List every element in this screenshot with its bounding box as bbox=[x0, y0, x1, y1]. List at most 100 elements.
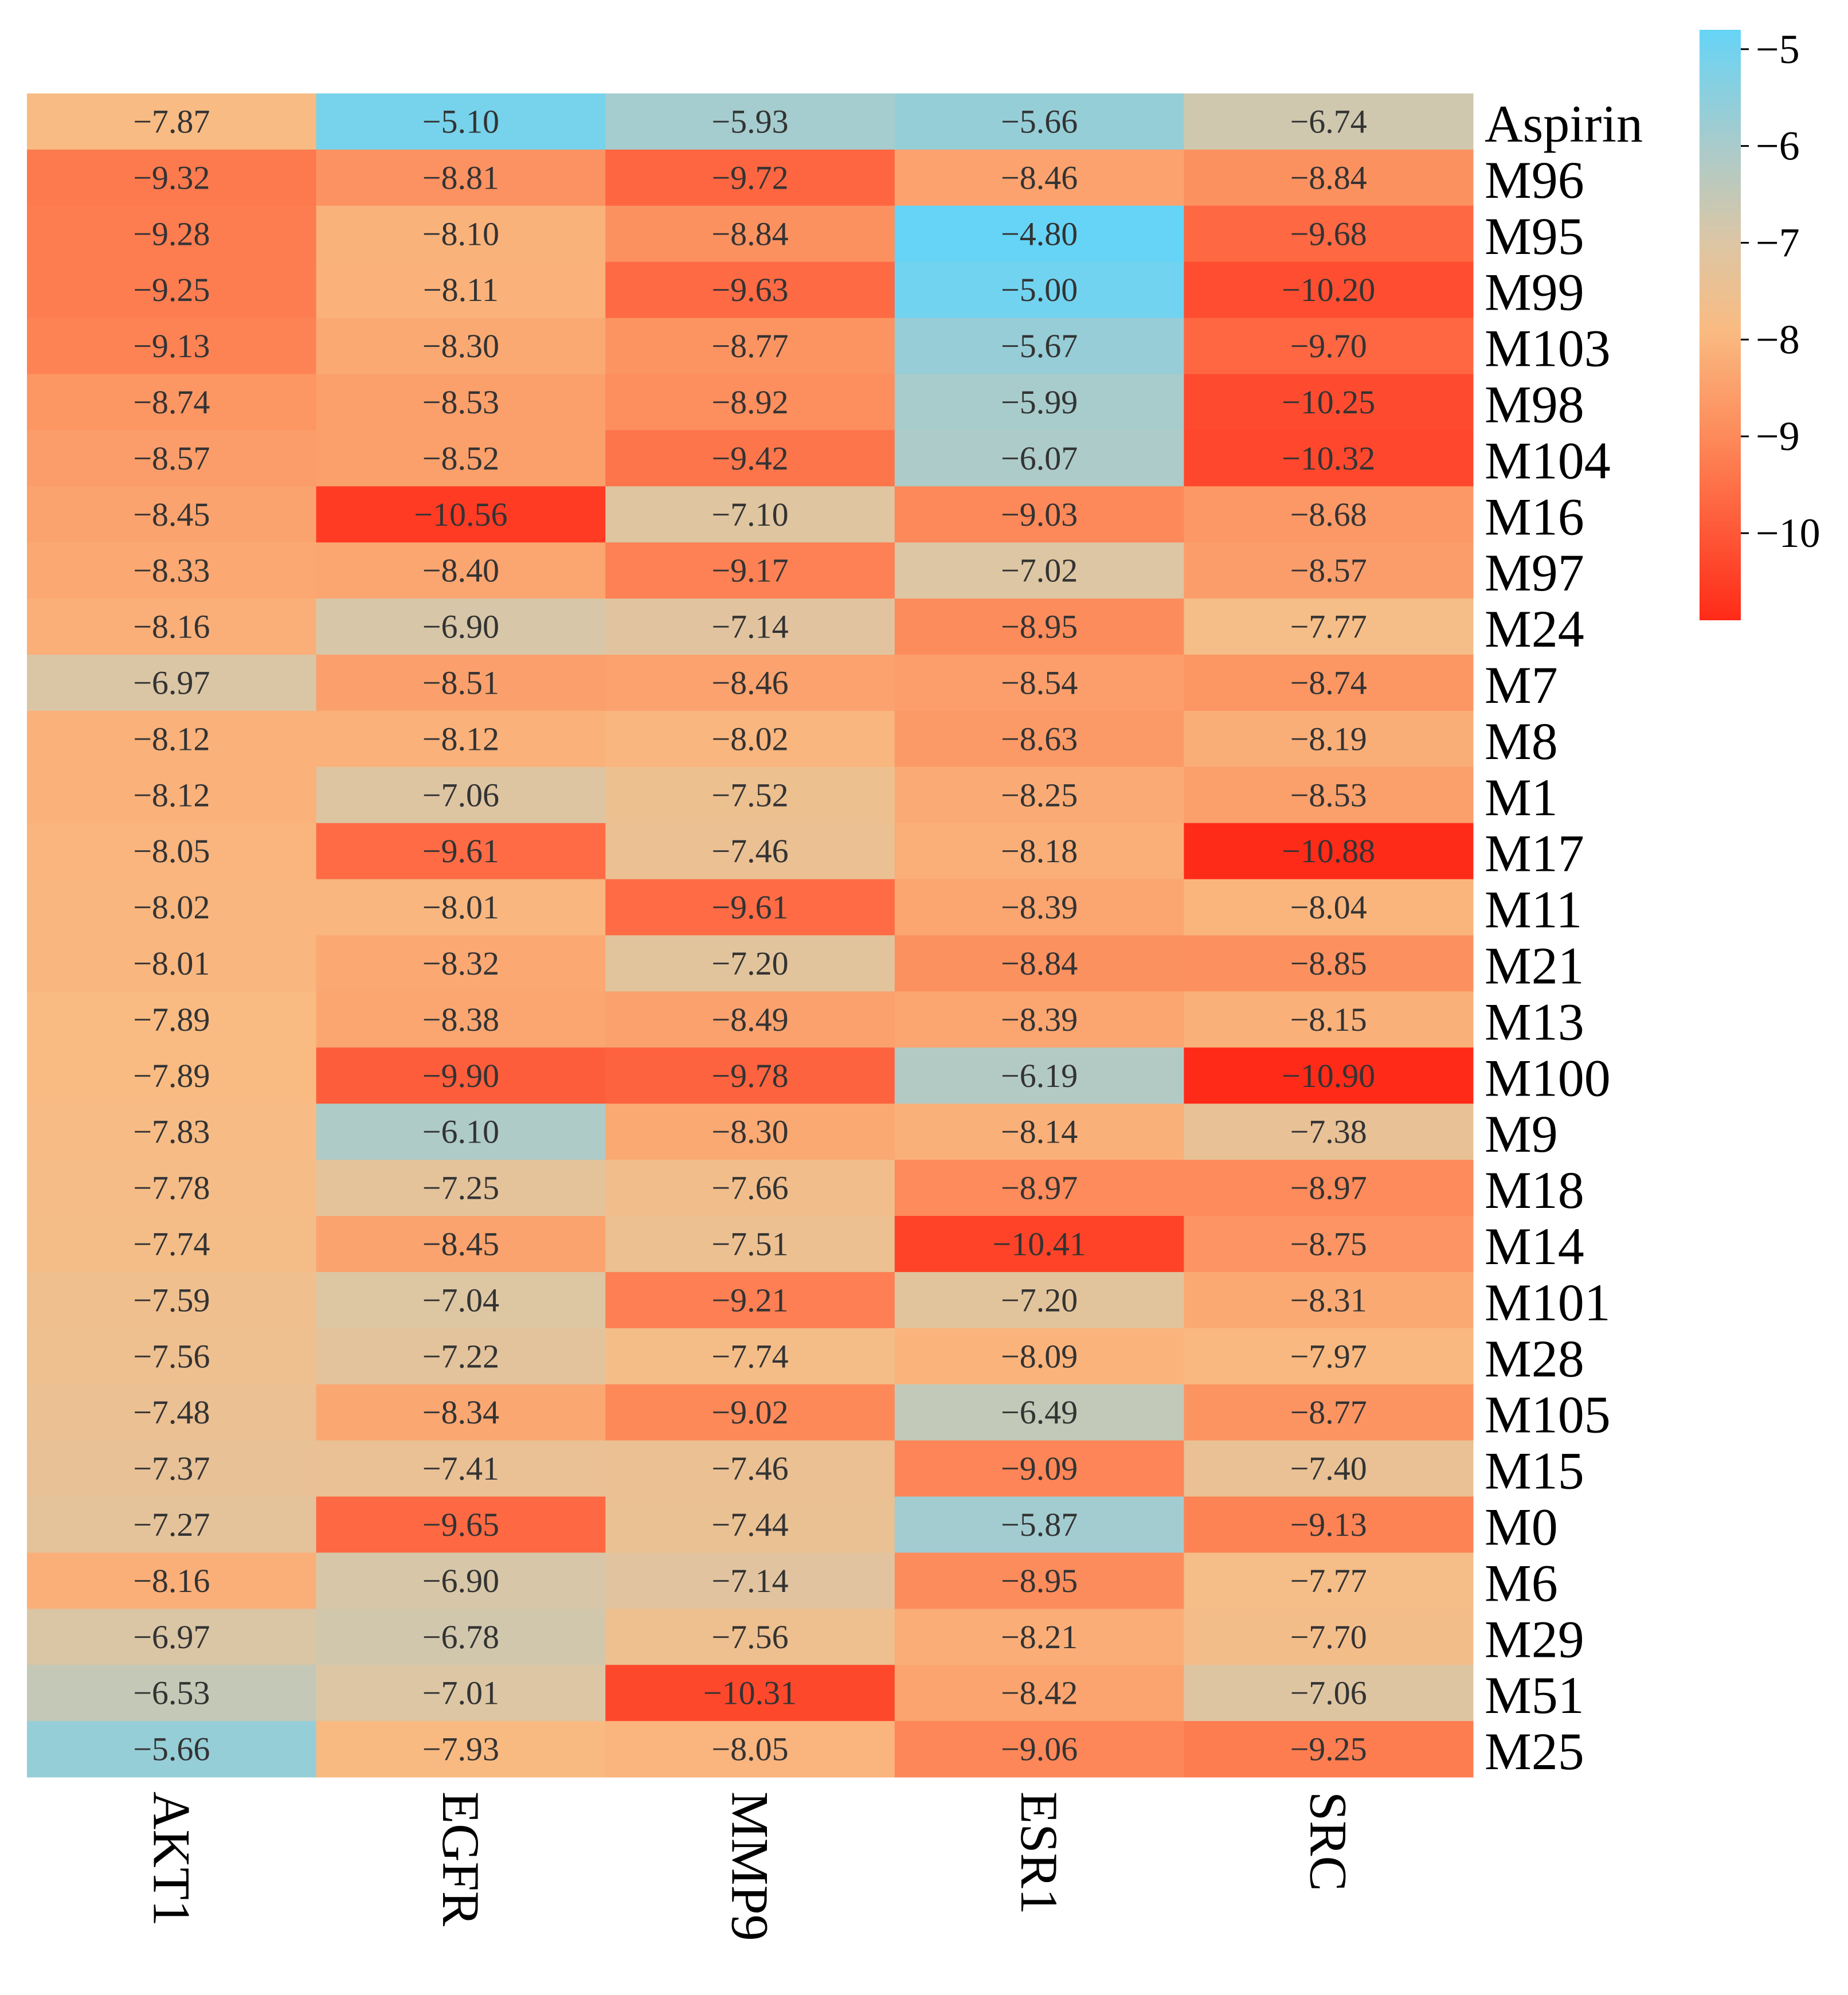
cell-value-label: −8.01 bbox=[133, 945, 210, 982]
heatmap-cell-m99-egfr bbox=[316, 261, 606, 319]
heatmap-cell-m7-akt1 bbox=[27, 655, 317, 711]
cell-value-label: −6.90 bbox=[422, 1562, 499, 1599]
heatmap-cell-m97-akt1 bbox=[27, 542, 317, 599]
row-label-m18: M18 bbox=[1485, 1161, 1584, 1219]
cell-value-label: −7.10 bbox=[711, 496, 788, 533]
column-label-mmp9: MMP9 bbox=[721, 1791, 780, 1941]
cell-value-label: −8.21 bbox=[1001, 1618, 1078, 1656]
heatmap-cell-m98-egfr bbox=[316, 374, 606, 431]
cell-value-label: −10.56 bbox=[414, 496, 507, 533]
heatmap-cell-m15-src bbox=[1184, 1440, 1474, 1497]
heatmap-cell-aspirin-esr1 bbox=[894, 93, 1184, 150]
heatmap-cell-m9-esr1 bbox=[894, 1104, 1184, 1160]
heatmap-cell-m24-mmp9 bbox=[605, 598, 895, 655]
cell-value-label: −9.28 bbox=[133, 215, 210, 252]
heatmap-cell-m100-akt1 bbox=[27, 1047, 317, 1104]
row-label-m51: M51 bbox=[1485, 1666, 1584, 1724]
cell-value-label: −8.14 bbox=[1001, 1113, 1078, 1151]
column-label-esr1: ESR1 bbox=[1010, 1791, 1068, 1915]
heatmap-cell-m51-akt1 bbox=[27, 1665, 317, 1722]
cell-value-label: −8.57 bbox=[133, 440, 210, 477]
cell-value-label: −9.70 bbox=[1290, 327, 1367, 365]
cell-value-label: −9.13 bbox=[1290, 1506, 1367, 1543]
cell-value-label: −8.33 bbox=[133, 552, 210, 589]
heatmap-cell-m100-esr1 bbox=[894, 1047, 1184, 1104]
cell-value-label: −7.20 bbox=[711, 945, 788, 982]
cell-value-label: −6.49 bbox=[1001, 1394, 1078, 1431]
row-label-m16: M16 bbox=[1485, 487, 1584, 546]
cell-value-label: −9.25 bbox=[133, 271, 210, 308]
row-label-m25: M25 bbox=[1485, 1722, 1584, 1781]
cell-value-label: −8.95 bbox=[1001, 608, 1078, 646]
cell-value-label: −6.07 bbox=[1001, 440, 1078, 477]
cell-value-label: −9.02 bbox=[711, 1394, 788, 1431]
cell-value-label: −7.46 bbox=[711, 1450, 788, 1487]
cell-value-label: −7.93 bbox=[422, 1731, 499, 1768]
cell-value-label: −8.63 bbox=[1001, 720, 1078, 757]
cell-value-label: −7.14 bbox=[711, 1562, 788, 1599]
heatmap-cell-m13-egfr bbox=[316, 991, 606, 1048]
heatmap-cell-m15-egfr bbox=[316, 1440, 606, 1497]
cell-value-label: −7.46 bbox=[711, 832, 788, 870]
cell-value-label: −7.01 bbox=[422, 1675, 499, 1712]
heatmap-cell-m96-src bbox=[1184, 149, 1474, 206]
heatmap-cell-m29-mmp9 bbox=[605, 1609, 895, 1665]
heatmap-cell-m11-src bbox=[1184, 879, 1474, 936]
heatmap-cell-m9-mmp9 bbox=[605, 1104, 895, 1160]
heatmap-cell-m24-akt1 bbox=[27, 598, 317, 655]
row-label-m13: M13 bbox=[1485, 992, 1584, 1051]
cell-value-label: −10.41 bbox=[992, 1225, 1086, 1262]
colorbar-tick-label: −7 bbox=[1756, 220, 1800, 265]
heatmap-cell-m103-src bbox=[1184, 318, 1474, 374]
cell-value-label: −7.78 bbox=[133, 1169, 210, 1207]
column-label-egfr: EGFR bbox=[432, 1791, 490, 1927]
cell-value-label: −8.84 bbox=[1001, 945, 1078, 982]
heatmap-cell-m21-esr1 bbox=[894, 935, 1184, 992]
heatmap-cell-m51-mmp9 bbox=[605, 1665, 895, 1722]
cell-value-label: −8.31 bbox=[1290, 1281, 1367, 1319]
heatmap-cell-m96-akt1 bbox=[27, 149, 317, 206]
heatmap-cell-m104-mmp9 bbox=[605, 430, 895, 487]
cell-value-label: −9.06 bbox=[1001, 1731, 1078, 1768]
cell-value-label: −7.20 bbox=[1001, 1281, 1078, 1319]
cell-value-label: −6.97 bbox=[133, 664, 210, 701]
cell-value-label: −10.88 bbox=[1282, 832, 1375, 870]
cell-value-label: −8.52 bbox=[422, 440, 499, 477]
heatmap-cell-m18-mmp9 bbox=[605, 1160, 895, 1216]
cell-value-label: −4.80 bbox=[1001, 215, 1078, 252]
heatmap-cell-m98-src bbox=[1184, 374, 1474, 431]
cell-value-label: −8.39 bbox=[1001, 889, 1078, 926]
cell-value-label: −8.54 bbox=[1001, 664, 1078, 701]
colorbar: −5 −6 −7 −8 −9 −10 bbox=[1700, 26, 1820, 620]
cell-value-label: −8.02 bbox=[133, 889, 210, 926]
cell-value-label: −10.20 bbox=[1282, 271, 1375, 308]
heatmap-cell-m13-akt1 bbox=[27, 991, 317, 1048]
heatmap-cell-m11-akt1 bbox=[27, 879, 317, 936]
cell-value-label: −7.89 bbox=[133, 1057, 210, 1094]
heatmap-cell-m25-mmp9 bbox=[605, 1721, 895, 1778]
heatmap-cell-labels: −7.87 −5.10 −5.93 −5.66 −6.74 −9.32 −8.81 −9.72… bbox=[133, 103, 1375, 1767]
heatmap-cell-m28-mmp9 bbox=[605, 1328, 895, 1385]
cell-value-label: −7.52 bbox=[711, 776, 788, 813]
cell-value-label: −8.25 bbox=[1001, 776, 1078, 813]
cell-value-label: −8.45 bbox=[133, 496, 210, 533]
cell-value-label: −7.74 bbox=[133, 1225, 210, 1262]
cell-value-label: −8.92 bbox=[711, 384, 788, 421]
cell-value-label: −8.16 bbox=[133, 1562, 210, 1599]
cell-value-label: −8.46 bbox=[1001, 159, 1078, 196]
heatmap-cell-m15-mmp9 bbox=[605, 1440, 895, 1497]
cell-value-label: −8.77 bbox=[1290, 1394, 1367, 1431]
heatmap-cell-m0-akt1 bbox=[27, 1496, 317, 1553]
heatmap-cell-m105-egfr bbox=[316, 1384, 606, 1441]
cell-value-label: −8.53 bbox=[422, 384, 499, 421]
heatmap-cell-m29-akt1 bbox=[27, 1609, 317, 1665]
cell-value-label: −7.14 bbox=[711, 608, 788, 646]
column-labels: AKT1 EGFR MMP9 ESR1 SRC bbox=[142, 1791, 1357, 1941]
cell-value-label: −7.56 bbox=[133, 1337, 210, 1375]
cell-value-label: −7.41 bbox=[422, 1450, 499, 1487]
row-label-aspirin: Aspirin bbox=[1485, 95, 1643, 153]
cell-value-label: −6.19 bbox=[1001, 1057, 1078, 1094]
row-labels: AspirinM96M95M99M103M98M104M16M97M24M7M8… bbox=[1485, 95, 1643, 1781]
cell-value-label: −9.65 bbox=[422, 1506, 499, 1543]
cell-value-label: −5.87 bbox=[1001, 1506, 1078, 1543]
